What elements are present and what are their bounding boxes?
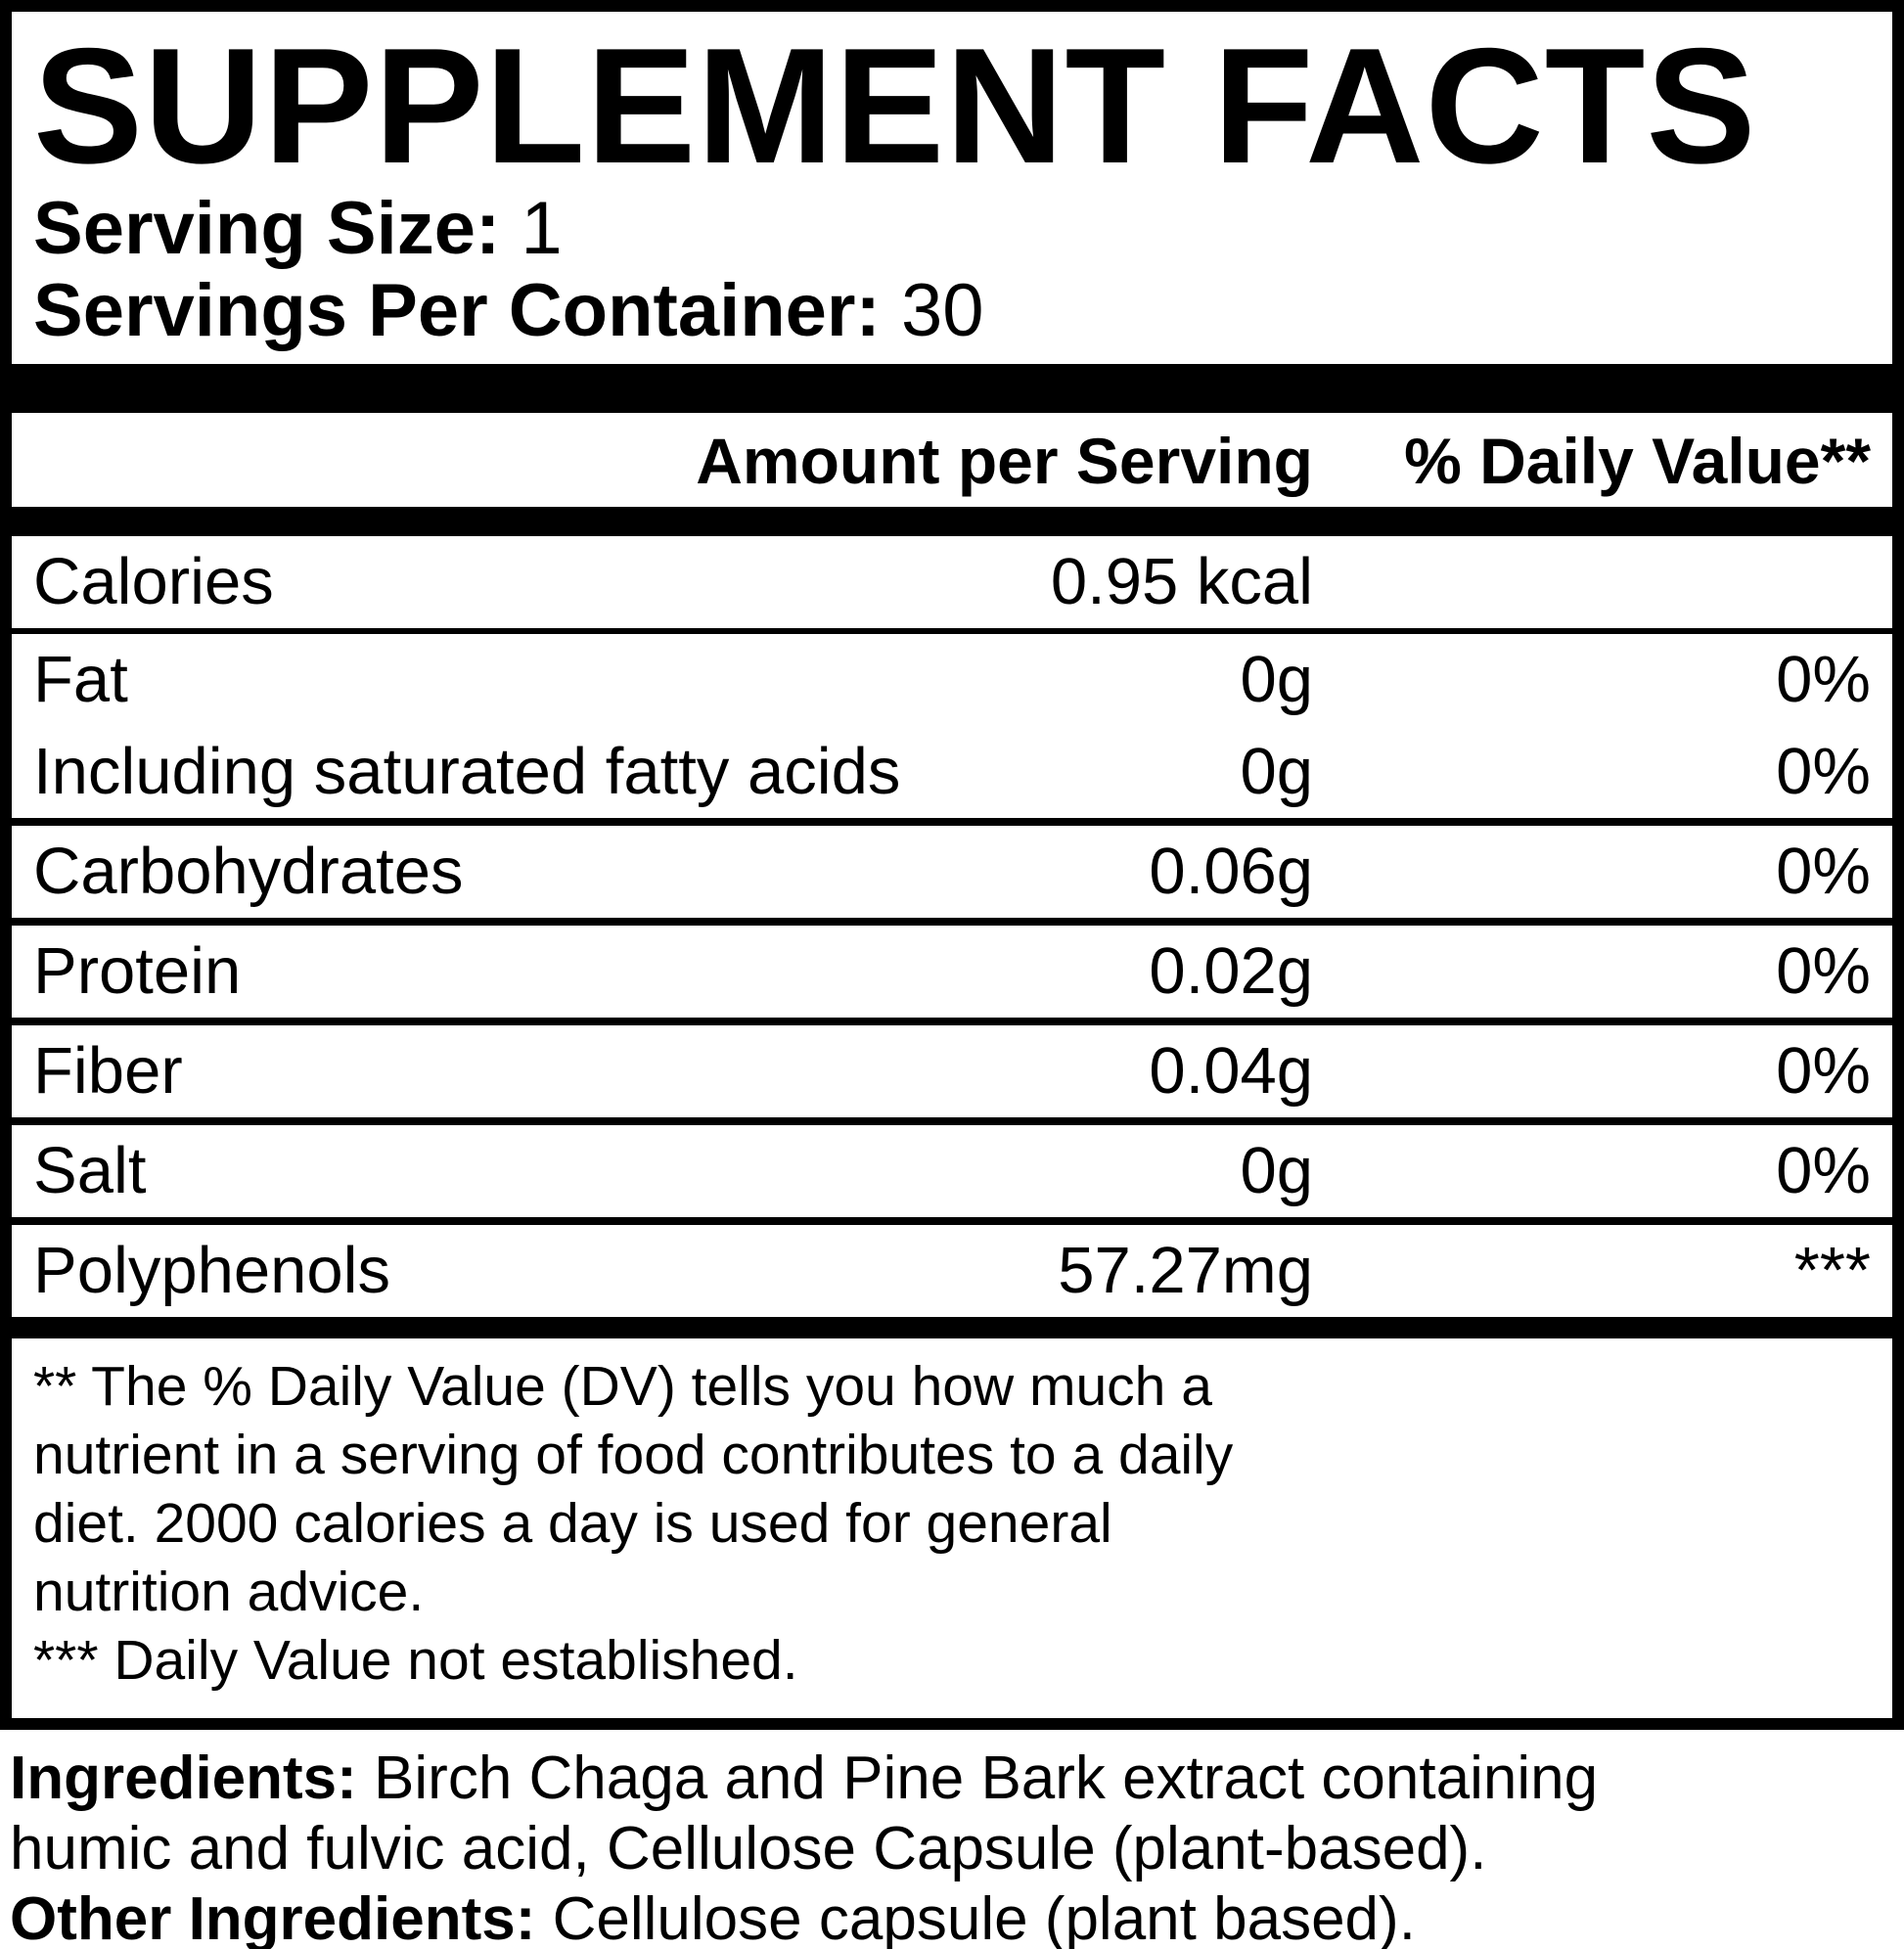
nutrient-name: Polyphenols bbox=[33, 1234, 391, 1307]
ingredients-line: Ingredients: Birch Chaga and Pine Bark e… bbox=[10, 1744, 1894, 1884]
nutrient-dv: 0% bbox=[1776, 1034, 1871, 1108]
nutrient-dv: 0% bbox=[1776, 1134, 1871, 1207]
ingredients-label: Ingredients: bbox=[10, 1745, 357, 1812]
table-header-row: Amount per Serving % Daily Value** bbox=[12, 413, 1892, 507]
serving-size-value: 1 bbox=[521, 187, 563, 270]
nutrient-name: Salt bbox=[33, 1134, 147, 1207]
nutrient-amount: 0.04g bbox=[1149, 1034, 1313, 1108]
nutrient-name: Fat bbox=[33, 643, 128, 716]
nutrient-amount: 0g bbox=[1240, 735, 1313, 808]
serving-size-label: Serving Size: bbox=[33, 187, 501, 270]
table-row-carbohydrates: Carbohydrates 0.06g 0% bbox=[12, 818, 1892, 918]
nutrient-amount: 0g bbox=[1240, 1134, 1313, 1207]
table-row-saturated-fatty-acids: Including saturated fatty acids 0g 0% bbox=[12, 726, 1892, 818]
nutrient-dv: *** bbox=[1793, 1234, 1871, 1307]
nutrient-name: Carbohydrates bbox=[33, 835, 464, 908]
ingredients-text: Birch Chaga and Pine Bark extract contai… bbox=[10, 1745, 1599, 1882]
nutrient-dv: 0% bbox=[1776, 835, 1871, 908]
serving-size-line: Serving Size: 1 bbox=[12, 188, 1892, 270]
other-ingredients-text: Cellulose capsule (plant based). bbox=[552, 1885, 1416, 1949]
other-ingredients-line: Other Ingredients: Cellulose capsule (pl… bbox=[10, 1884, 1894, 1949]
table-row-fiber: Fiber 0.04g 0% bbox=[12, 1018, 1892, 1117]
page-title: SUPPLEMENT FACTS bbox=[33, 14, 1757, 198]
nutrient-name: Protein bbox=[33, 934, 242, 1008]
ingredients-section: Ingredients: Birch Chaga and Pine Bark e… bbox=[0, 1744, 1904, 1949]
separator-bar-header bbox=[12, 507, 1892, 536]
nutrient-amount: 0g bbox=[1240, 643, 1313, 716]
nutrient-amount: 0.95 kcal bbox=[1050, 545, 1313, 618]
servings-per-container-line: Servings Per Container: 30 bbox=[12, 270, 1892, 352]
table-row-salt: Salt 0g 0% bbox=[12, 1117, 1892, 1217]
daily-value-header: % Daily Value** bbox=[1404, 425, 1871, 497]
servings-per-container-label: Servings Per Container: bbox=[33, 269, 881, 352]
nutrient-amount: 57.27mg bbox=[1058, 1234, 1313, 1307]
daily-value-footnote: ** The % Daily Value (DV) tells you how … bbox=[33, 1355, 1234, 1692]
nutrient-dv: 0% bbox=[1776, 735, 1871, 808]
nutrient-amount: 0.02g bbox=[1149, 934, 1313, 1008]
amount-per-serving-header: Amount per Serving bbox=[696, 425, 1313, 497]
nutrient-name: Calories bbox=[33, 545, 274, 618]
separator-bar-top bbox=[12, 364, 1892, 413]
nutrient-dv: 0% bbox=[1776, 934, 1871, 1008]
facts-panel: SUPPLEMENT FACTS Serving Size: 1 Serving… bbox=[0, 0, 1904, 1730]
servings-per-container-value: 30 bbox=[900, 269, 984, 352]
nutrient-name: Including saturated fatty acids bbox=[33, 735, 901, 808]
table-row-fat: Fat 0g 0% bbox=[12, 628, 1892, 726]
table-row-protein: Protein 0.02g 0% bbox=[12, 918, 1892, 1018]
nutrient-amount: 0.06g bbox=[1149, 835, 1313, 908]
nutrient-dv: 0% bbox=[1776, 643, 1871, 716]
table-row-polyphenols: Polyphenols 57.27mg *** bbox=[12, 1217, 1892, 1317]
table-row-calories: Calories 0.95 kcal bbox=[12, 536, 1892, 628]
separator-bar-footnote bbox=[12, 1317, 1892, 1338]
other-ingredients-label: Other Ingredients: bbox=[10, 1885, 536, 1949]
nutrient-name: Fiber bbox=[33, 1034, 183, 1108]
